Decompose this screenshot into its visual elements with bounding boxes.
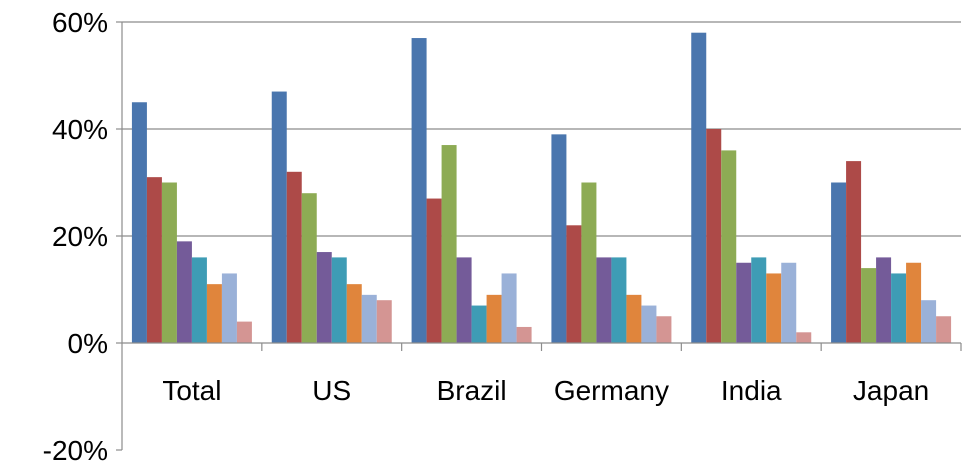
bar bbox=[501, 273, 517, 343]
y-tick-label: 40% bbox=[52, 114, 108, 145]
bar bbox=[131, 102, 147, 343]
bar bbox=[691, 32, 707, 343]
bar bbox=[861, 268, 877, 343]
bar bbox=[751, 257, 767, 343]
bar bbox=[206, 284, 222, 343]
bar bbox=[176, 241, 192, 343]
bar bbox=[486, 294, 502, 343]
bar bbox=[286, 171, 302, 343]
y-tick-label: -20% bbox=[43, 435, 108, 463]
bar bbox=[346, 284, 362, 343]
category-label: Total bbox=[162, 375, 221, 406]
bar bbox=[891, 273, 907, 343]
gridlines bbox=[122, 21, 961, 237]
bar bbox=[191, 257, 207, 343]
bar bbox=[361, 294, 377, 343]
category-labels: Total US Brazil Germany India Japan bbox=[162, 375, 929, 406]
bar bbox=[376, 300, 392, 343]
bar bbox=[426, 198, 442, 343]
bar bbox=[846, 161, 862, 343]
bar bbox=[221, 273, 237, 343]
bar bbox=[906, 262, 922, 343]
bar bbox=[146, 177, 162, 343]
bars bbox=[131, 32, 952, 344]
bar bbox=[641, 305, 657, 343]
bar bbox=[471, 305, 487, 343]
bar bbox=[441, 145, 457, 343]
bar bbox=[936, 316, 952, 343]
bar bbox=[736, 262, 752, 343]
bar bbox=[581, 182, 597, 343]
bar bbox=[161, 182, 177, 343]
bar bbox=[596, 257, 612, 343]
category-label: Germany bbox=[554, 375, 669, 406]
bar bbox=[566, 225, 582, 343]
category-label: Brazil bbox=[437, 375, 507, 406]
bar bbox=[271, 91, 287, 343]
bar bbox=[551, 134, 567, 343]
y-tick-label: 20% bbox=[52, 221, 108, 252]
bar bbox=[796, 332, 812, 343]
y-axis-tick-labels: -20% 0% 20% 40% 60% bbox=[43, 7, 108, 463]
bar bbox=[301, 193, 317, 343]
bar bbox=[316, 252, 332, 343]
bar bbox=[721, 150, 737, 343]
bar bbox=[516, 326, 532, 343]
category-label: US bbox=[312, 375, 351, 406]
bar bbox=[831, 182, 847, 343]
bar bbox=[706, 129, 722, 343]
bar bbox=[921, 300, 937, 343]
category-label: Japan bbox=[853, 375, 929, 406]
bar bbox=[456, 257, 472, 343]
category-label: India bbox=[721, 375, 782, 406]
axes bbox=[116, 21, 962, 451]
bar bbox=[876, 257, 892, 343]
bar bbox=[331, 257, 347, 343]
bar bbox=[781, 262, 797, 343]
bar bbox=[236, 321, 252, 343]
bar bbox=[656, 316, 672, 343]
bar bbox=[766, 273, 782, 343]
y-tick-label: 60% bbox=[52, 7, 108, 38]
bar bbox=[411, 38, 427, 344]
y-tick-label: 0% bbox=[68, 328, 108, 359]
bar bbox=[611, 257, 627, 343]
bar bbox=[626, 294, 642, 343]
